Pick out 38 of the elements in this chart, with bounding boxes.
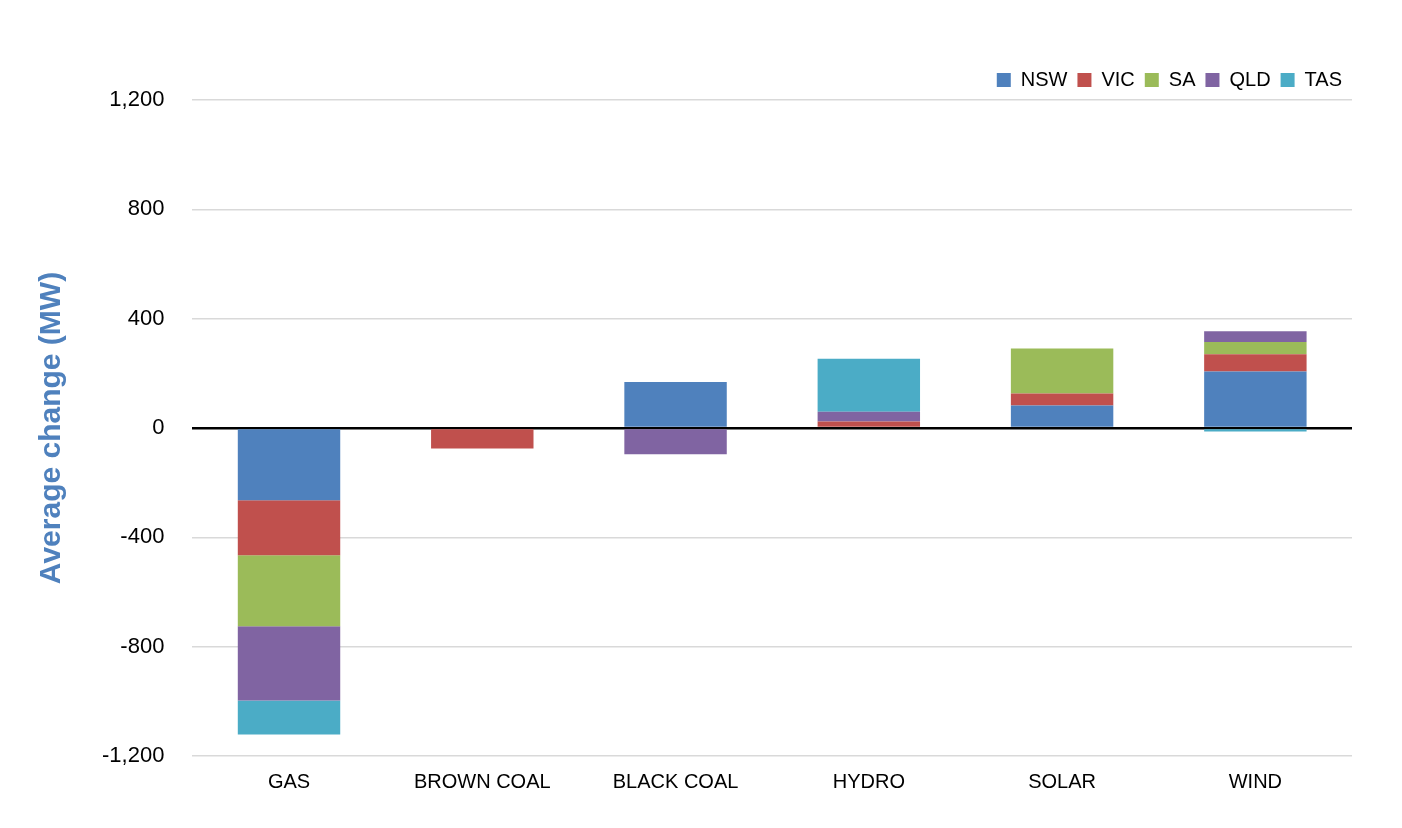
bar — [817, 358, 921, 412]
y-tick-label: -400 — [120, 523, 165, 549]
bar — [237, 555, 341, 627]
y-tick-label: -1,200 — [101, 742, 165, 768]
legend-label: VIC — [1101, 67, 1135, 90]
x-tick-label: HYDRO — [832, 769, 905, 792]
bar — [1204, 371, 1307, 427]
bar — [1204, 354, 1307, 372]
bar — [1204, 331, 1307, 342]
x-tick-label: SOLAR — [1028, 769, 1096, 792]
bar — [1204, 429, 1307, 432]
bar — [624, 382, 727, 427]
y-tick-label: 1,200 — [109, 86, 165, 112]
legend-label: SA — [1168, 67, 1197, 90]
y-tick-label: 400 — [127, 304, 165, 330]
bar — [624, 429, 727, 455]
bar — [817, 421, 921, 427]
x-tick-label: BROWN COAL — [413, 769, 551, 792]
bar — [237, 500, 341, 556]
y-tick-label: -800 — [120, 632, 165, 658]
y-tick-label: 800 — [127, 195, 165, 221]
x-tick-label: GAS — [267, 769, 311, 792]
bar — [431, 429, 534, 449]
bar — [237, 429, 341, 501]
legend-label: QLD — [1229, 67, 1271, 90]
bar — [1204, 341, 1307, 355]
x-tick-label: BLACK COAL — [612, 769, 739, 792]
bar — [1010, 348, 1114, 394]
legend-label: NSW — [1020, 67, 1068, 90]
bar — [817, 411, 921, 422]
y-axis-title: Average change (MW) — [33, 271, 67, 585]
bar — [237, 626, 341, 701]
legend-label: TAS — [1304, 67, 1343, 90]
x-tick-label: WIND — [1228, 769, 1283, 792]
bar — [1010, 393, 1114, 406]
y-tick-label: 0 — [152, 414, 165, 440]
bar — [237, 700, 341, 735]
bar — [1010, 405, 1114, 427]
